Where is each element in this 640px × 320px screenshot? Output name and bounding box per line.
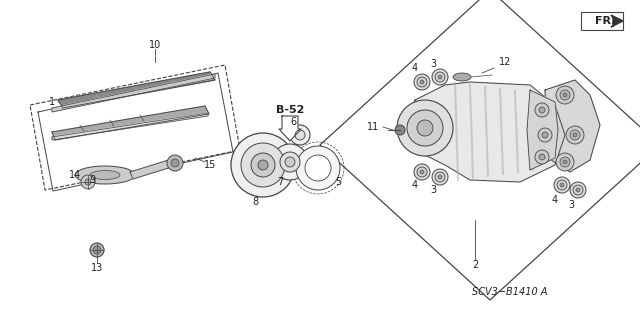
- Circle shape: [438, 175, 442, 179]
- Circle shape: [556, 86, 574, 104]
- Polygon shape: [545, 80, 600, 172]
- Circle shape: [539, 107, 545, 113]
- Text: 2: 2: [472, 260, 478, 270]
- Circle shape: [435, 172, 445, 182]
- Circle shape: [93, 246, 101, 254]
- Circle shape: [414, 164, 430, 180]
- Circle shape: [395, 125, 405, 135]
- Circle shape: [81, 175, 95, 189]
- Text: 4: 4: [412, 63, 418, 73]
- Polygon shape: [279, 116, 301, 141]
- Circle shape: [573, 185, 583, 195]
- Ellipse shape: [90, 171, 120, 180]
- Circle shape: [538, 128, 552, 142]
- Circle shape: [420, 80, 424, 84]
- Circle shape: [417, 77, 427, 87]
- Circle shape: [414, 74, 430, 90]
- Text: 7: 7: [277, 177, 283, 187]
- Text: 4: 4: [552, 195, 558, 205]
- Circle shape: [231, 133, 295, 197]
- Text: 15: 15: [204, 160, 216, 170]
- Circle shape: [560, 183, 564, 187]
- Circle shape: [171, 159, 179, 167]
- Circle shape: [397, 100, 453, 156]
- Ellipse shape: [75, 166, 135, 184]
- Text: 1: 1: [49, 97, 55, 107]
- Text: 11: 11: [367, 122, 379, 132]
- Circle shape: [417, 120, 433, 136]
- Circle shape: [272, 144, 308, 180]
- Circle shape: [90, 243, 104, 257]
- Circle shape: [258, 160, 268, 170]
- Circle shape: [573, 133, 577, 137]
- Polygon shape: [527, 90, 558, 170]
- Circle shape: [295, 130, 305, 140]
- Text: SCV3−B1410 A: SCV3−B1410 A: [472, 287, 548, 297]
- Text: 13: 13: [91, 263, 103, 273]
- Circle shape: [251, 153, 275, 177]
- Circle shape: [432, 169, 448, 185]
- Polygon shape: [52, 74, 215, 112]
- Circle shape: [535, 150, 549, 164]
- Ellipse shape: [453, 73, 471, 81]
- Polygon shape: [611, 15, 623, 27]
- Circle shape: [542, 132, 548, 138]
- FancyBboxPatch shape: [581, 12, 623, 30]
- Circle shape: [85, 179, 91, 185]
- Circle shape: [296, 146, 340, 190]
- Circle shape: [285, 157, 295, 167]
- Polygon shape: [52, 106, 209, 140]
- Text: 6: 6: [290, 117, 296, 127]
- Text: 3: 3: [430, 59, 436, 69]
- Circle shape: [432, 69, 448, 85]
- Circle shape: [556, 153, 574, 171]
- Circle shape: [280, 152, 300, 172]
- Circle shape: [539, 154, 545, 160]
- Circle shape: [435, 72, 445, 82]
- Circle shape: [535, 103, 549, 117]
- Circle shape: [557, 180, 567, 190]
- Text: 3: 3: [568, 200, 574, 210]
- Circle shape: [290, 125, 310, 145]
- Circle shape: [563, 93, 567, 97]
- Circle shape: [241, 143, 285, 187]
- Circle shape: [438, 75, 442, 79]
- Polygon shape: [58, 72, 215, 108]
- Text: 5: 5: [335, 177, 341, 187]
- Circle shape: [570, 182, 586, 198]
- Circle shape: [570, 130, 580, 140]
- Polygon shape: [52, 113, 208, 140]
- Text: 10: 10: [149, 40, 161, 50]
- Polygon shape: [405, 82, 565, 182]
- Circle shape: [407, 110, 443, 146]
- Circle shape: [554, 177, 570, 193]
- Circle shape: [576, 188, 580, 192]
- Circle shape: [560, 157, 570, 167]
- Circle shape: [563, 160, 567, 164]
- Circle shape: [167, 155, 183, 171]
- Circle shape: [566, 126, 584, 144]
- Text: 14: 14: [69, 170, 81, 180]
- Text: 8: 8: [252, 197, 258, 207]
- Circle shape: [560, 90, 570, 100]
- Text: 3: 3: [430, 185, 436, 195]
- Circle shape: [420, 170, 424, 174]
- Text: 9: 9: [89, 175, 95, 185]
- Text: 12: 12: [499, 57, 511, 67]
- Polygon shape: [130, 158, 178, 179]
- Text: 4: 4: [412, 180, 418, 190]
- Text: FR.: FR.: [595, 16, 616, 26]
- Circle shape: [417, 167, 427, 177]
- Circle shape: [305, 155, 331, 181]
- Text: B-52: B-52: [276, 105, 304, 115]
